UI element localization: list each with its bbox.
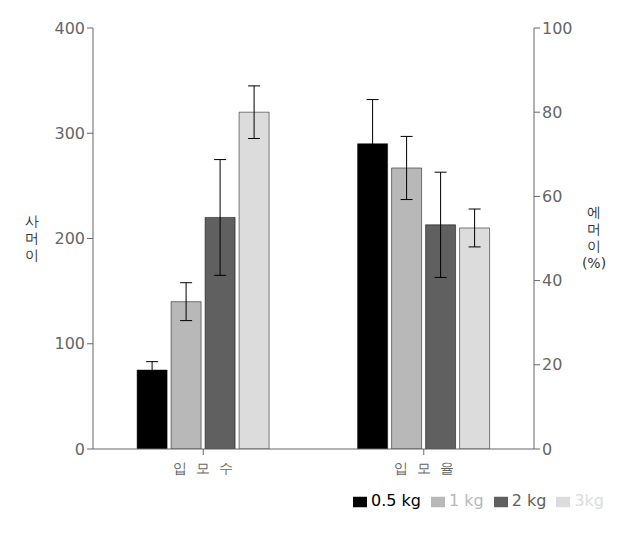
svg-text:에머이(%): 에머이(%) — [582, 204, 606, 271]
svg-text:80: 80 — [542, 103, 562, 122]
svg-text:200: 200 — [54, 229, 85, 248]
svg-text:100: 100 — [54, 334, 85, 353]
svg-text:300: 300 — [54, 124, 85, 143]
html-text:0.5 kg: 0.5 kg — [371, 491, 421, 510]
svg-text:사머이: 사머이 — [25, 213, 39, 263]
svg-text:입 모 율: 입 모 율 — [394, 460, 454, 476]
svg-text:0: 0 — [75, 440, 85, 459]
svg-text:40: 40 — [542, 271, 562, 290]
svg-text:60: 60 — [542, 187, 562, 206]
html-text:3kg: 3kg — [574, 491, 604, 510]
svg-text:입 모 수: 입 모 수 — [173, 460, 233, 476]
svg-text:100: 100 — [542, 19, 573, 38]
html-text:2 kg: 2 kg — [511, 491, 547, 510]
svg-text:400: 400 — [54, 19, 85, 38]
html-text:1 kg: 1 kg — [449, 491, 484, 510]
svg-text:0: 0 — [542, 440, 552, 459]
svg-text:20: 20 — [542, 355, 562, 374]
